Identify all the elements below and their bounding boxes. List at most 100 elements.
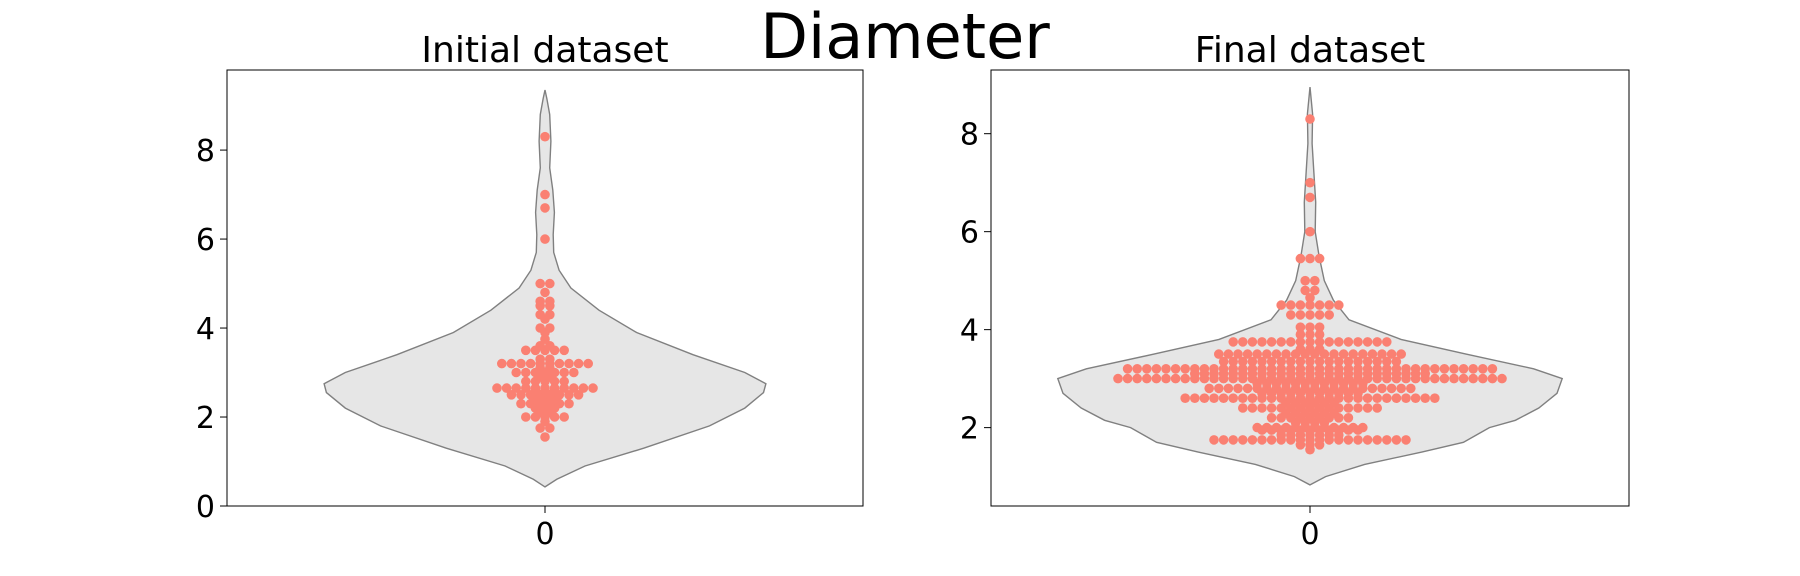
initial-dataset-data-point — [535, 296, 545, 307]
final-dataset-data-point — [1276, 356, 1286, 367]
initial-dataset-data-point — [588, 383, 598, 393]
initial-dataset-data-point — [549, 383, 560, 393]
initial-dataset-swarm — [492, 131, 598, 442]
initial-dataset-data-point — [564, 398, 574, 409]
initial-dataset-data-point — [535, 354, 545, 365]
final-dataset-data-point — [1314, 310, 1325, 320]
initial-dataset-data-point — [540, 383, 550, 393]
final-dataset-data-point — [1367, 383, 1378, 394]
figure-title: Diameter — [760, 0, 1050, 73]
final-dataset-data-point — [1358, 349, 1368, 359]
final-dataset-data-point — [1305, 114, 1315, 124]
final-dataset-data-point — [1348, 349, 1358, 359]
final-dataset-data-point — [1329, 422, 1339, 433]
final-dataset-data-point — [1214, 383, 1224, 394]
initial-dataset-xtick-label: 0 — [535, 517, 554, 552]
initial-dataset-data-point — [545, 354, 555, 365]
initial-dataset-data-point — [540, 131, 550, 142]
final-dataset-data-point — [1305, 293, 1315, 303]
final-dataset-data-point — [1271, 349, 1282, 359]
final-dataset-data-point — [1353, 403, 1363, 413]
final-dataset-data-point — [1348, 422, 1358, 433]
final-dataset-data-point — [1132, 373, 1142, 384]
final-dataset-data-point — [1343, 356, 1354, 367]
final-dataset-ytick-label: 6 — [960, 216, 979, 251]
final-dataset-data-point — [1305, 310, 1315, 320]
final-dataset-data-point — [1305, 329, 1315, 340]
final-dataset-data-point — [1247, 393, 1258, 404]
initial-dataset-panel: Initial dataset 0 2 4 6 8 0 — [196, 30, 864, 552]
final-dataset-data-point — [1295, 322, 1306, 333]
final-dataset-data-point — [1343, 403, 1354, 413]
final-dataset-data-point — [1353, 364, 1363, 374]
final-dataset-data-point — [1266, 413, 1277, 423]
final-dataset-y-axis: 2 4 6 8 — [960, 118, 991, 447]
final-dataset-ytick-label: 8 — [960, 118, 979, 153]
initial-dataset-data-point — [511, 367, 521, 378]
initial-dataset-data-point — [492, 383, 502, 393]
final-dataset-data-point — [1430, 373, 1440, 384]
final-dataset-data-point — [1343, 435, 1354, 445]
final-dataset-data-point — [1266, 337, 1277, 347]
final-dataset-data-point — [1324, 337, 1334, 347]
final-dataset-data-point — [1209, 435, 1219, 445]
final-dataset-data-point — [1382, 364, 1392, 374]
final-dataset-data-point — [1271, 422, 1282, 433]
final-dataset-data-point — [1391, 356, 1402, 367]
initial-dataset-data-point — [540, 234, 550, 244]
initial-dataset-data-point — [525, 358, 536, 369]
initial-dataset-data-point — [559, 367, 569, 378]
final-dataset-data-point — [1295, 344, 1306, 355]
final-dataset-data-point — [1420, 393, 1430, 404]
final-dataset-data-point — [1449, 364, 1459, 374]
final-dataset-data-point — [1305, 364, 1315, 374]
initial-dataset-data-point — [530, 383, 541, 393]
final-dataset-data-point — [1228, 393, 1238, 404]
initial-dataset-data-point — [506, 390, 517, 400]
final-dataset-data-point — [1362, 364, 1373, 374]
final-dataset-data-point — [1314, 337, 1325, 347]
final-dataset-data-point — [1362, 403, 1373, 413]
final-dataset-x-axis: 0 — [1300, 506, 1320, 552]
initial-dataset-data-point — [545, 278, 555, 289]
initial-dataset-data-point — [540, 189, 550, 200]
final-dataset-data-point — [1295, 310, 1306, 320]
final-dataset-data-point — [1180, 373, 1190, 384]
final-dataset-data-point — [1420, 364, 1430, 374]
final-dataset-data-point — [1247, 356, 1258, 367]
final-dataset-data-point — [1305, 177, 1315, 188]
final-dataset-data-point — [1353, 337, 1363, 347]
final-dataset-data-point — [1262, 349, 1272, 359]
final-dataset-data-point — [1266, 435, 1277, 445]
initial-dataset-data-point — [521, 412, 531, 422]
initial-dataset-data-point — [521, 383, 531, 393]
final-dataset-data-point — [1314, 356, 1325, 367]
initial-dataset-data-point — [521, 376, 531, 387]
final-dataset-data-point — [1334, 300, 1344, 310]
final-dataset-data-point — [1343, 413, 1354, 423]
initial-dataset-data-point — [535, 278, 545, 289]
final-dataset-data-point — [1223, 349, 1234, 359]
final-dataset-data-point — [1209, 393, 1219, 404]
final-dataset-data-point — [1286, 364, 1296, 374]
initial-dataset-ytick-label: 2 — [196, 401, 215, 436]
initial-dataset-y-axis: 0 2 4 6 8 — [196, 134, 227, 525]
final-dataset-data-point — [1401, 364, 1411, 374]
final-dataset-data-point — [1362, 356, 1373, 367]
final-dataset-data-point — [1199, 364, 1210, 374]
initial-dataset-data-point — [578, 383, 589, 393]
final-dataset-data-point — [1338, 349, 1349, 359]
final-dataset-data-point — [1372, 337, 1382, 347]
final-dataset-data-point — [1358, 422, 1368, 433]
final-dataset-data-point — [1247, 364, 1258, 374]
final-dataset-ytick-label: 4 — [960, 314, 979, 349]
final-dataset-data-point — [1458, 364, 1469, 374]
initial-dataset-data-point — [516, 390, 526, 400]
final-dataset-data-point — [1324, 364, 1334, 374]
final-dataset-data-point — [1391, 364, 1402, 374]
final-dataset-data-point — [1238, 403, 1248, 413]
final-dataset-data-point — [1238, 356, 1248, 367]
final-dataset-data-point — [1367, 349, 1378, 359]
initial-dataset-data-point — [535, 309, 545, 320]
